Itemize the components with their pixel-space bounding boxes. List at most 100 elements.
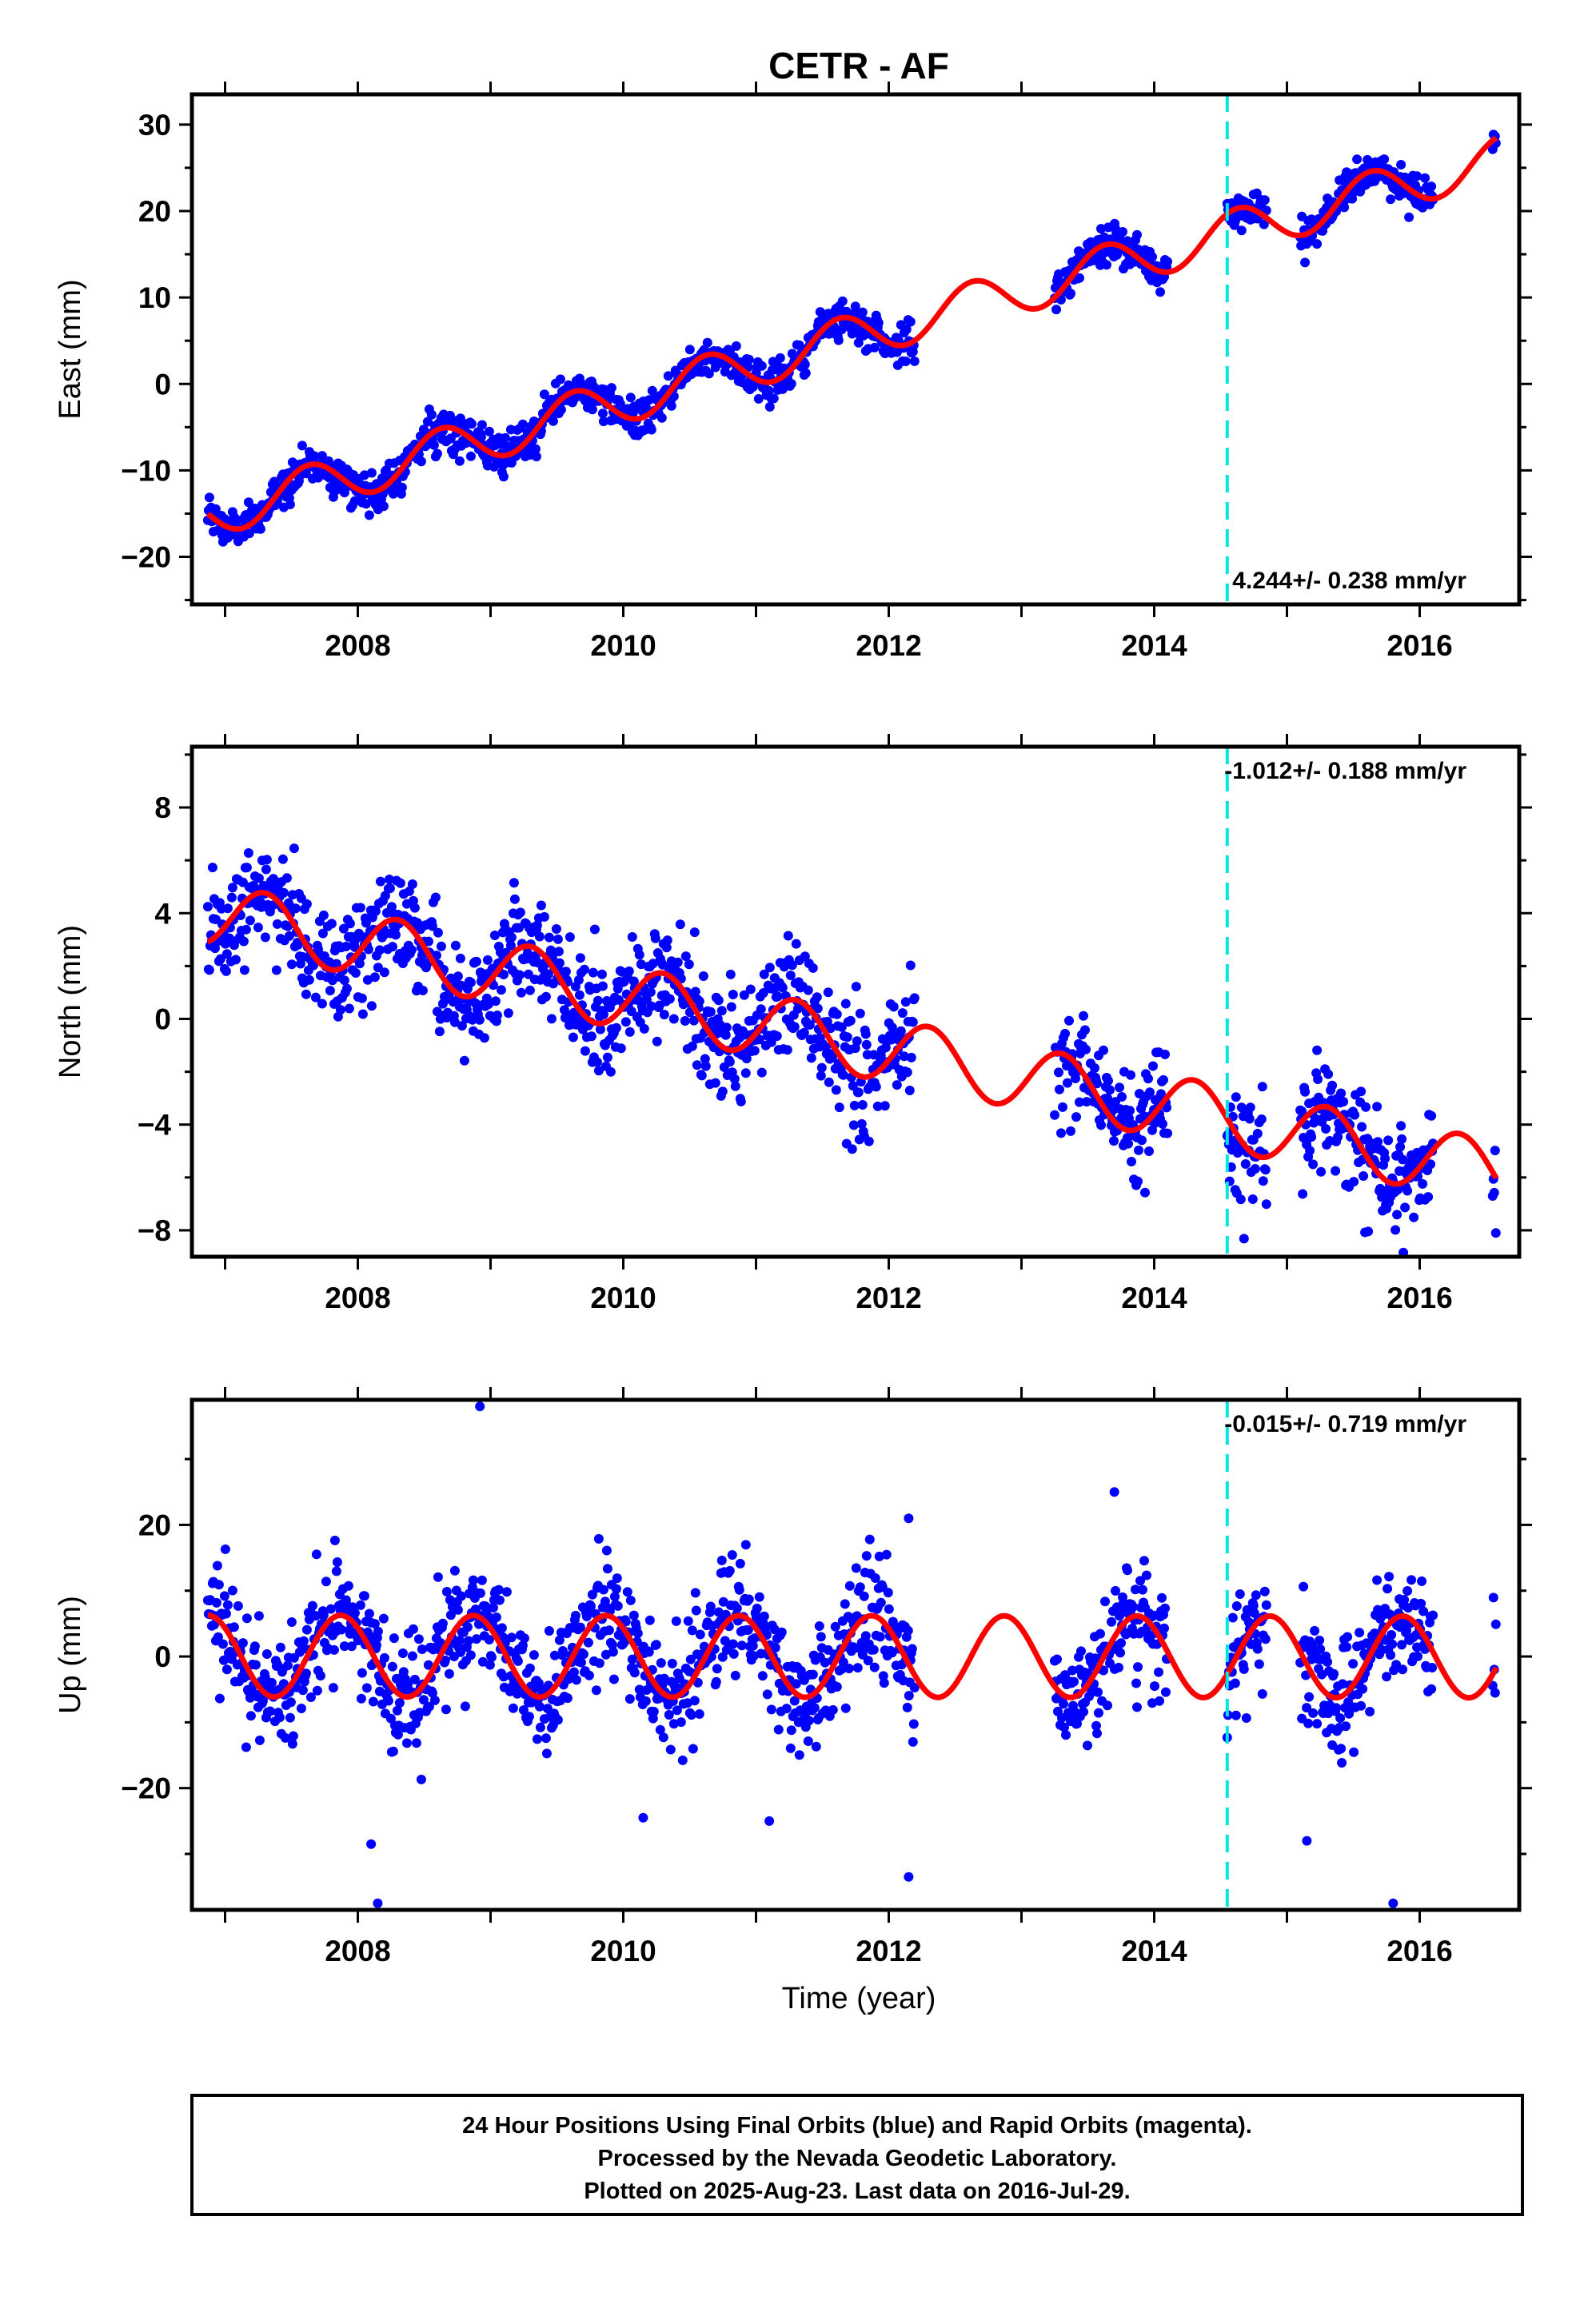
data-point [734,1585,744,1595]
data-point [493,1585,504,1595]
data-point [326,919,337,929]
data-point [823,987,833,998]
data-point [1423,1192,1434,1202]
data-point [606,383,616,393]
data-point [908,1719,919,1729]
data-point [359,470,369,480]
data-point [1312,239,1323,249]
data-point [688,1015,699,1026]
data-point [397,482,407,492]
data-point [532,920,542,931]
data-point [571,1675,581,1685]
data-point [1413,1651,1423,1661]
data-point [1357,1122,1367,1132]
data-point [525,985,535,995]
data-point [1341,1721,1351,1732]
data-point [833,335,844,345]
data-point [859,1591,869,1601]
data-point [728,1648,739,1659]
data-point [598,1585,608,1595]
data-point [1352,154,1363,165]
data-point [501,1587,512,1597]
data-point [1377,1192,1387,1202]
data-point [233,1600,243,1611]
data-point [611,1584,621,1594]
y-tick-label: 30 [138,109,171,142]
data-point [1254,1659,1264,1669]
data-point [286,959,297,970]
data-point [364,510,374,520]
data-point [680,951,691,962]
data-point [468,1575,478,1585]
data-point [285,500,295,509]
data-point [1155,1696,1164,1706]
data-point [1304,1692,1315,1702]
data-point [1402,1586,1413,1596]
data-point [227,883,237,893]
data-point [1379,154,1390,165]
data-point [850,301,860,312]
data-point [1490,1688,1500,1698]
data-point [1056,1128,1066,1138]
data-point [908,1736,918,1747]
data-point [1140,1187,1150,1198]
data-point [1144,1146,1154,1156]
data-point [816,1070,826,1081]
data-point [726,1002,736,1012]
data-point [753,393,764,404]
data-point [409,1674,420,1684]
data-point [1300,1086,1311,1097]
data-point [1349,1177,1359,1187]
data-point [860,1029,871,1039]
data-point [1081,1044,1091,1054]
data-point [1426,1110,1437,1121]
data-point [688,1744,698,1754]
data-point [1259,195,1270,205]
data-point [834,1102,844,1113]
data-point [824,1077,834,1087]
data-point [1157,1593,1167,1603]
data-point [612,1600,623,1611]
x-tick-label: 2012 [856,629,921,662]
data-point [612,1573,622,1584]
data-point [366,468,377,478]
data-point [629,1668,640,1678]
data-point [379,1652,389,1663]
data-point [1323,1656,1333,1667]
data-point [1102,260,1111,270]
data-point [393,1729,403,1740]
data-point [868,1644,879,1655]
data-point [1259,1586,1270,1597]
data-point [694,1709,704,1719]
data-point [261,855,272,865]
data-point [754,1592,764,1602]
data-point [1412,171,1422,181]
data-point [899,1051,909,1062]
data-point [293,939,303,950]
data-point [1327,1080,1338,1090]
data-point [1114,1662,1123,1672]
data-point [422,417,433,427]
data-point [544,932,554,943]
data-point [437,1618,448,1628]
data-point [339,975,349,986]
data-point [1235,1194,1246,1205]
data-point [1386,1630,1397,1640]
data-point [1075,1097,1084,1107]
data-point [417,1644,427,1654]
y-tick-label: 20 [138,1509,171,1541]
data-point [728,1639,738,1649]
data-point [275,1642,285,1652]
data-point [221,1608,231,1619]
data-point [524,1712,534,1722]
data-point [541,1733,551,1744]
data-point [1259,219,1269,229]
x-axis-label: Time (year) [782,1982,936,2015]
data-point [541,991,551,1002]
data-point [350,968,361,978]
data-point [591,1685,601,1696]
data-point [1386,1650,1396,1660]
data-point [1337,1758,1347,1768]
data-point [1359,1171,1369,1181]
data-point [827,1053,837,1063]
